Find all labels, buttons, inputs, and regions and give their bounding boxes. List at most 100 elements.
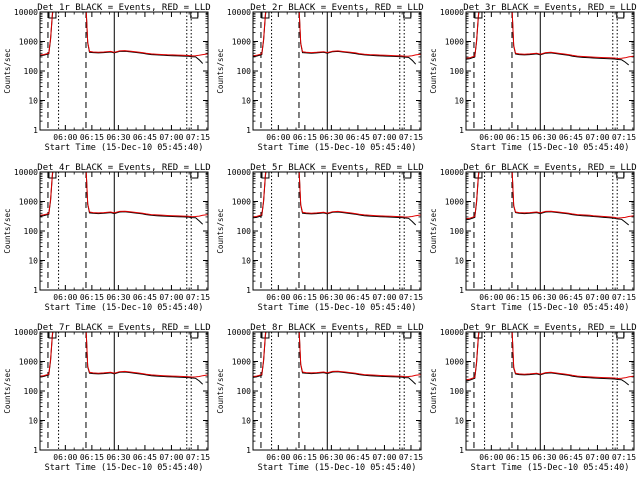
plot-frame <box>252 171 422 291</box>
plot-frame <box>465 11 635 131</box>
y-tick-label: 1 <box>246 126 251 135</box>
y-tick-label: 100 <box>24 387 39 396</box>
x-tick-label: 07:15 <box>399 453 423 462</box>
x-tick-label: 06:00 <box>479 133 503 142</box>
x-tick-label: 07:00 <box>372 293 396 302</box>
x-tick-label: 06:00 <box>266 293 290 302</box>
series-line-events <box>253 12 417 65</box>
x-tick-label: 07:15 <box>186 453 210 462</box>
x-tick-label: 06:30 <box>319 293 343 302</box>
x-tick-label: 06:00 <box>266 133 290 142</box>
y-tick-label: 1 <box>459 126 464 135</box>
x-axis-label: Start Time (15-Dec-10 05:45:40) <box>258 463 417 473</box>
y-tick-label: 1 <box>33 126 38 135</box>
x-tick-label: 06:15 <box>80 133 104 142</box>
panel-title: Det 3r BLACK = Events, RED = LLD <box>463 3 636 13</box>
x-tick-label: 07:00 <box>372 133 396 142</box>
y-axis-label: Counts/sec <box>216 48 225 93</box>
y-tick-label: 10000 <box>440 168 464 177</box>
y-tick-label: 10 <box>241 257 251 266</box>
y-axis-label: Counts/sec <box>216 368 225 413</box>
y-tick-label: 1 <box>246 446 251 455</box>
x-tick-label: 06:30 <box>106 293 130 302</box>
x-axis-label: Start Time (15-Dec-10 05:45:40) <box>45 463 204 473</box>
panel-data-area <box>253 12 421 65</box>
series-line-lld <box>253 172 421 218</box>
panel-4: Det 4r BLACK = Events, RED = LLD Counts/s… <box>3 163 211 313</box>
panel-data-area <box>40 332 208 385</box>
y-tick-label: 10000 <box>440 8 464 17</box>
x-tick-label: 07:00 <box>585 133 609 142</box>
y-tick-label: 10 <box>28 417 38 426</box>
x-axis-label: Start Time (15-Dec-10 05:45:40) <box>45 143 204 153</box>
x-tick-label: 07:15 <box>186 133 210 142</box>
y-tick-label: 10000 <box>14 8 38 17</box>
x-tick-label: 06:15 <box>293 133 317 142</box>
interval-bracket-mark <box>190 12 199 19</box>
x-tick-label: 07:15 <box>612 133 636 142</box>
y-tick-label: 10000 <box>14 328 38 337</box>
y-tick-label: 1000 <box>19 358 38 367</box>
x-tick-label: 06:15 <box>293 453 317 462</box>
y-tick-label: 1000 <box>445 198 464 207</box>
y-tick-label: 10 <box>454 257 464 266</box>
series-line-lld <box>40 172 208 218</box>
panel-title: Det 1r BLACK = Events, RED = LLD <box>37 3 210 13</box>
x-tick-label: 06:15 <box>506 453 530 462</box>
series-line-lld <box>253 12 421 57</box>
series-line-lld <box>40 332 208 378</box>
panel-1: Det 1r BLACK = Events, RED = LLD Counts/s… <box>3 3 211 153</box>
y-axis-label: Counts/sec <box>3 48 12 93</box>
x-tick-label: 06:15 <box>80 453 104 462</box>
panel-3: Det 3r BLACK = Events, RED = LLD Counts/s… <box>429 3 637 153</box>
y-tick-label: 100 <box>237 227 252 236</box>
series-line-lld <box>40 12 208 57</box>
panel-2: Det 2r BLACK = Events, RED = LLD Counts/s… <box>216 3 424 153</box>
plot-frame <box>465 331 635 451</box>
plot-frame <box>252 11 422 131</box>
y-tick-label: 100 <box>237 67 252 76</box>
y-axis-label: Counts/sec <box>3 368 12 413</box>
x-axis-label: Start Time (15-Dec-10 05:45:40) <box>471 303 630 313</box>
panel-data-area <box>253 172 421 226</box>
x-tick-label: 07:15 <box>399 133 423 142</box>
x-tick-label: 06:30 <box>532 293 556 302</box>
x-tick-label: 06:00 <box>479 453 503 462</box>
x-tick-label: 06:30 <box>319 133 343 142</box>
x-tick-label: 06:45 <box>346 453 370 462</box>
y-tick-label: 10 <box>454 97 464 106</box>
y-tick-label: 100 <box>450 67 465 76</box>
y-tick-label: 1 <box>459 446 464 455</box>
x-tick-label: 06:15 <box>506 293 530 302</box>
y-tick-label: 100 <box>24 67 39 76</box>
x-axis-label: Start Time (15-Dec-10 05:45:40) <box>258 303 417 313</box>
y-tick-label: 1 <box>33 286 38 295</box>
panel-data-area <box>253 332 421 385</box>
x-tick-label: 06:45 <box>133 133 157 142</box>
x-tick-label: 06:30 <box>532 133 556 142</box>
interval-bracket-mark <box>190 332 199 339</box>
interval-bracket-mark <box>190 172 199 179</box>
y-tick-label: 10000 <box>227 328 251 337</box>
interval-bracket-mark <box>403 332 412 339</box>
x-axis-label: Start Time (15-Dec-10 05:45:40) <box>471 143 630 153</box>
series-line-events <box>40 332 204 385</box>
plot-frame <box>39 171 209 291</box>
y-axis-label: Counts/sec <box>429 208 438 253</box>
x-tick-label: 07:00 <box>159 293 183 302</box>
x-tick-label: 06:45 <box>559 133 583 142</box>
y-tick-label: 1000 <box>19 38 38 47</box>
panel-9: Det 9r BLACK = Events, RED = LLD Counts/s… <box>429 323 637 473</box>
x-tick-label: 07:15 <box>399 293 423 302</box>
interval-bracket-mark <box>616 332 625 339</box>
panel-title: Det 4r BLACK = Events, RED = LLD <box>37 163 210 173</box>
x-tick-label: 07:15 <box>186 293 210 302</box>
x-tick-label: 07:15 <box>612 453 636 462</box>
x-tick-label: 06:30 <box>319 453 343 462</box>
series-line-events <box>466 12 630 66</box>
plot-frame <box>465 171 635 291</box>
y-tick-label: 1000 <box>19 198 38 207</box>
panel-7: Det 7r BLACK = Events, RED = LLD Counts/s… <box>3 323 211 473</box>
y-tick-label: 1 <box>459 286 464 295</box>
x-tick-label: 06:00 <box>479 293 503 302</box>
